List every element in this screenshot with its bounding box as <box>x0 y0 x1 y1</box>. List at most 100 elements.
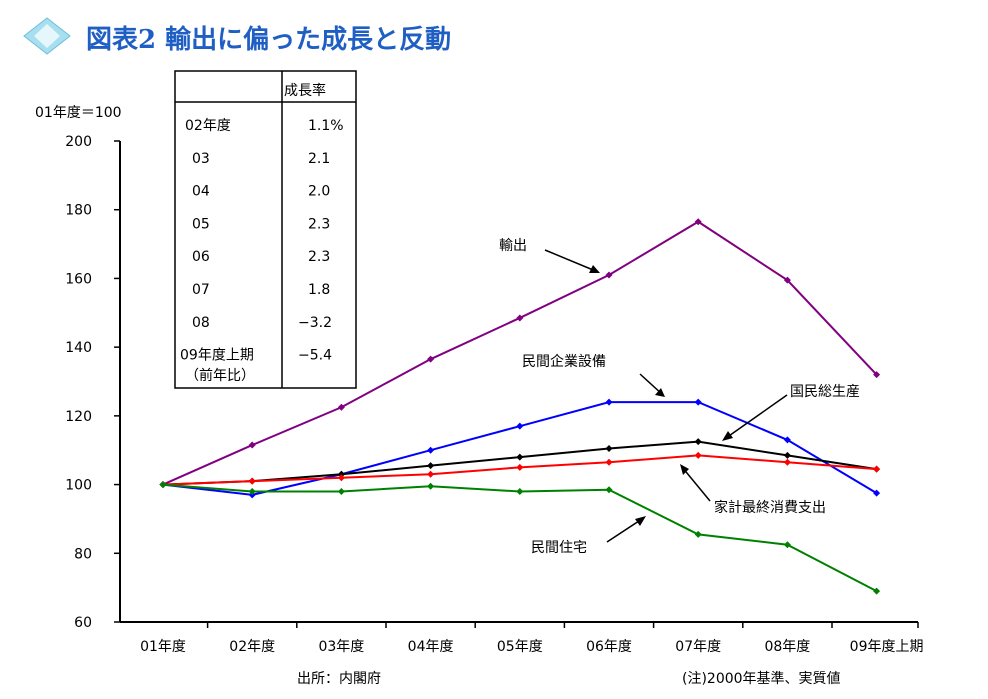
chart-title: 図表2 輸出に偏った成長と反動 <box>86 24 451 55</box>
arrowhead-gnp <box>722 431 733 441</box>
data-point <box>694 218 702 226</box>
y-tick-label: 160 <box>65 271 92 287</box>
data-point <box>873 371 881 379</box>
table-row-value: 1.1% <box>308 118 344 134</box>
table-row-label: 07 <box>192 282 210 298</box>
table-row-label: 06 <box>192 249 210 265</box>
table-row-label: 05 <box>192 216 210 232</box>
table-row-value: 2.1 <box>308 151 330 167</box>
data-point <box>248 487 256 495</box>
data-point <box>516 463 524 471</box>
data-point <box>248 441 256 449</box>
table-row-value: 2.3 <box>308 216 330 232</box>
annotations: 輸出 民間企業設備 国民総生産 家計最終消費支出 民間住宅 <box>499 238 860 556</box>
footer-note: (注)2000年基準、実質値 <box>682 670 841 687</box>
data-point <box>873 587 881 595</box>
series-4 <box>159 481 881 595</box>
data-point <box>694 438 702 446</box>
table-row-value: 2.0 <box>308 184 330 200</box>
table-row-value: 1.8 <box>308 282 330 298</box>
label-housing: 民間住宅 <box>531 540 587 556</box>
data-point <box>337 474 345 482</box>
arrow-housing <box>606 518 643 543</box>
table-row-value: 2.3 <box>308 249 330 265</box>
table-row-value: −3.2 <box>298 315 332 331</box>
y-tick-label: 80 <box>74 546 92 562</box>
source-note: 出所：内閣府 <box>297 671 381 687</box>
data-point <box>873 489 881 497</box>
y-tick-label: 180 <box>65 203 92 219</box>
data-point <box>783 541 791 549</box>
arrowhead-consumption <box>680 464 689 475</box>
data-point <box>605 398 613 406</box>
data-point <box>427 355 435 363</box>
data-point <box>694 451 702 459</box>
label-exports: 輸出 <box>499 238 527 254</box>
data-point <box>159 481 167 489</box>
table-border <box>174 70 357 389</box>
data-point <box>783 436 791 444</box>
label-private-investment: 民間企業設備 <box>522 353 606 370</box>
y-ticks: 60 80 100 120 140 160 180 200 <box>65 134 120 631</box>
x-tick-label: 05年度 <box>497 639 543 655</box>
y-tick-label: 120 <box>65 409 92 425</box>
data-point <box>873 465 881 473</box>
x-tick-label: 08年度 <box>764 639 810 655</box>
title-area: 図表2 輸出に偏った成長と反動 <box>23 17 451 55</box>
x-tick-label: 03年度 <box>318 639 364 655</box>
y-axis-label: 01年度＝100 <box>35 105 122 121</box>
x-tick-label: 09年度上期 <box>850 639 924 655</box>
data-point <box>427 482 435 490</box>
data-point <box>427 446 435 454</box>
axes <box>119 141 918 623</box>
arrowhead-private-investment <box>655 388 665 397</box>
label-consumption: 家計最終消費支出 <box>714 499 826 516</box>
x-tick-label: 04年度 <box>408 639 454 655</box>
data-point <box>337 403 345 411</box>
table-note: （前年比） <box>185 367 255 384</box>
data-point <box>337 487 345 495</box>
x-ticks: 01年度 02年度 03年度 04年度 05年度 06年度 07年度 08年度 09年度上期 <box>140 622 924 655</box>
data-point <box>783 276 791 284</box>
data-point <box>605 271 613 279</box>
data-point <box>694 530 702 538</box>
data-point <box>783 451 791 459</box>
label-gnp: 国民総生産 <box>790 384 860 400</box>
y-tick-label: 200 <box>65 134 92 150</box>
table-row-label: 08 <box>192 315 210 331</box>
y-tick-label: 140 <box>65 340 92 356</box>
diamond-icon-highlight <box>34 24 60 48</box>
table-row-label: 04 <box>192 184 210 200</box>
table-row-label: 03 <box>192 151 210 167</box>
data-point <box>427 470 435 478</box>
growth-rate-table: 成長率 02年度 1.1% 03 2.1 04 2.0 05 2.3 06 2.3 07 1.8 08 −… <box>174 70 357 389</box>
arrow-gnp <box>725 394 788 439</box>
data-point <box>783 458 791 466</box>
series-line <box>162 440 877 486</box>
table-header: 成長率 <box>284 82 326 99</box>
arrow-consumption <box>681 466 711 502</box>
data-point <box>516 453 524 461</box>
y-tick-label: 100 <box>65 478 92 494</box>
arrowhead-housing <box>635 516 646 526</box>
arrow-exports <box>544 249 599 273</box>
table-row-label: 09年度上期 <box>180 348 254 364</box>
table-row-value: −5.4 <box>298 348 332 364</box>
series-1 <box>159 398 881 499</box>
data-point <box>694 398 702 406</box>
data-point <box>516 422 524 430</box>
data-point <box>605 486 613 494</box>
y-tick-label: 60 <box>74 615 92 631</box>
data-point <box>248 477 256 485</box>
table-rows: 02年度 1.1% 03 2.1 04 2.0 05 2.3 06 2.3 07 1.8 08 −3.2 0… <box>180 118 344 364</box>
series-layer <box>159 218 881 595</box>
x-tick-label: 07年度 <box>675 639 721 655</box>
arrowhead-exports <box>589 265 600 273</box>
table-row-label: 02年度 <box>185 118 231 134</box>
data-point <box>605 444 613 452</box>
x-tick-label: 02年度 <box>229 639 275 655</box>
data-point <box>605 458 613 466</box>
data-point <box>516 314 524 322</box>
x-tick-label: 01年度 <box>140 639 186 655</box>
